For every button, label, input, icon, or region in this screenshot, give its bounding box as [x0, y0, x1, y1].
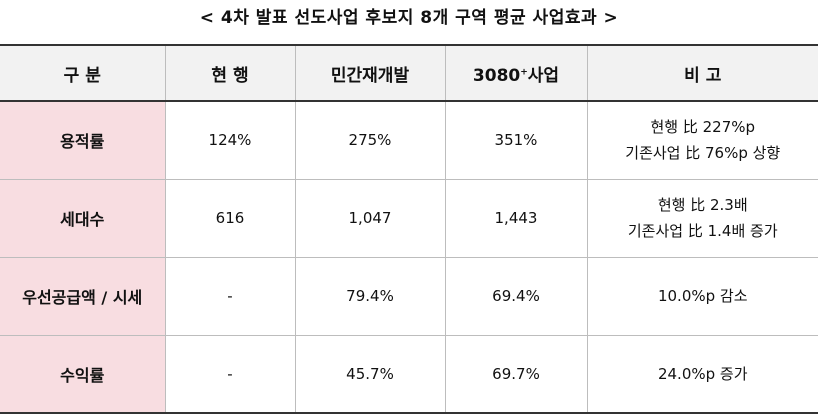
row-category: 우선공급액 / 시세	[0, 256, 166, 336]
header-private-redevelopment: 민간재개발	[294, 44, 446, 102]
cell-remarks: 현행 比 227%p 기존사업 比 76%p 상향	[586, 100, 818, 180]
table-row: 수익률 - 45.7% 69.7% 24.0%p 증가	[0, 334, 818, 414]
table-row: 용적률 124% 275% 351% 현행 比 227%p 기존사업 比 76%…	[0, 100, 818, 180]
header-program-suffix: 사업	[527, 65, 560, 86]
cell-private-redevelopment: 1,047	[294, 178, 446, 258]
cell-private-redevelopment: 45.7%	[294, 334, 446, 414]
cell-remarks: 10.0%p 감소	[586, 256, 818, 336]
header-remarks: 비 고	[586, 44, 818, 102]
row-category: 세대수	[0, 178, 166, 258]
header-row: 구 분 현 행 민간재개발 3080+사업 비 고	[0, 44, 818, 102]
remark-line: 10.0%p 감소	[657, 287, 748, 305]
cell-remarks: 24.0%p 증가	[586, 334, 818, 414]
table-title: < 4차 발표 선도사업 후보지 8개 구역 평균 사업효과 >	[199, 8, 619, 28]
cell-current: -	[164, 256, 296, 336]
header-program-number: 3080	[472, 65, 521, 86]
cell-3080-program: 351%	[444, 100, 588, 180]
header-category: 구 분	[0, 44, 166, 102]
table-row: 세대수 616 1,047 1,443 현행 比 2.3배 기존사업 比 1.4…	[0, 178, 818, 258]
cell-private-redevelopment: 79.4%	[294, 256, 446, 336]
cell-current: -	[164, 334, 296, 414]
table-row: 우선공급액 / 시세 - 79.4% 69.4% 10.0%p 감소	[0, 256, 818, 336]
cell-private-redevelopment: 275%	[294, 100, 446, 180]
cell-current: 124%	[164, 100, 296, 180]
row-category: 수익률	[0, 334, 166, 414]
row-category: 용적률	[0, 100, 166, 180]
cell-3080-program: 1,443	[444, 178, 588, 258]
header-program-plus: +	[520, 66, 528, 77]
remark-line: 24.0%p 증가	[657, 364, 748, 383]
remark-line: 기존사업 比 76%p 상향	[625, 144, 781, 163]
cell-3080-program: 69.4%	[444, 256, 588, 336]
cell-3080-program: 69.7%	[444, 334, 588, 414]
header-3080-program: 3080+사업	[444, 44, 588, 102]
remark-line: 현행 比 2.3배	[657, 196, 748, 214]
cell-remarks: 현행 比 2.3배 기존사업 比 1.4배 증가	[586, 178, 818, 258]
cell-current: 616	[164, 178, 296, 258]
effects-table: 구 분 현 행 민간재개발 3080+사업 비 고 용적률 124% 275% …	[0, 44, 818, 414]
remark-line: 기존사업 比 1.4배 증가	[627, 222, 778, 240]
header-current: 현 행	[164, 44, 296, 102]
remark-line: 현행 比 227%p	[650, 118, 756, 137]
